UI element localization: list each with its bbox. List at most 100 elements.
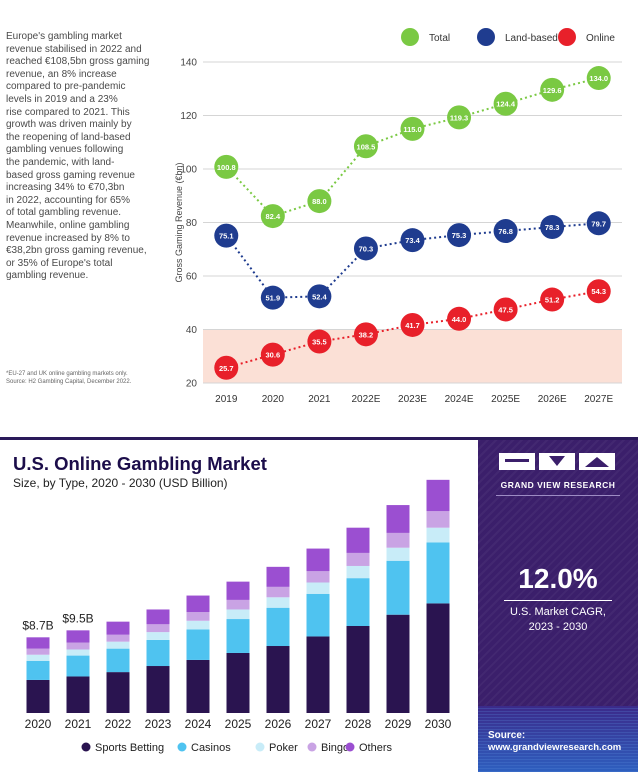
data-point xyxy=(447,306,472,331)
bar-segment xyxy=(26,660,50,680)
source-footnote: *EU-27 and UK online gambling markets on… xyxy=(6,371,132,385)
data-label: 129.6 xyxy=(543,86,562,95)
data-label: 124.4 xyxy=(496,100,516,109)
bar-segment xyxy=(426,511,450,528)
bar-segment xyxy=(146,609,170,625)
data-point xyxy=(586,211,611,236)
cagr-side-panel: GRAND VIEW RESEARCH 12.0% U.S. Market CA… xyxy=(478,440,638,772)
data-label: 52.4 xyxy=(312,292,327,301)
x-tick-label: 2026 xyxy=(265,717,292,731)
data-label: 75.1 xyxy=(219,232,234,241)
data-point xyxy=(353,236,378,261)
x-tick-label: 2029 xyxy=(385,717,412,731)
cagr-label-line-1: U.S. Market CAGR, xyxy=(510,606,606,618)
bar-segment xyxy=(186,620,210,630)
data-label: 44.0 xyxy=(452,315,467,324)
cagr-label-line-2: 2023 - 2030 xyxy=(528,621,588,633)
source-box: Source: www.grandviewresearch.com xyxy=(478,706,638,772)
bar-segment xyxy=(66,676,90,713)
bar-segment xyxy=(66,649,90,656)
x-tick-label: 2024E xyxy=(445,394,474,405)
bar-segment xyxy=(106,648,130,673)
bar-segment xyxy=(266,646,290,713)
x-tick-label: 2022 xyxy=(105,717,132,731)
legend-label: Sports Betting xyxy=(95,742,164,754)
x-tick-label: 2025E xyxy=(491,394,520,405)
data-point xyxy=(540,77,565,102)
data-point xyxy=(493,91,518,116)
value-label: $8.7B xyxy=(22,618,53,632)
bar-segment xyxy=(266,607,290,647)
x-tick-label: 2024 xyxy=(185,717,212,731)
data-label: 108.5 xyxy=(357,142,376,151)
legend-label: Casinos xyxy=(191,742,231,754)
data-label: 54.3 xyxy=(591,287,606,296)
data-label: 35.5 xyxy=(312,338,327,347)
bar-segment xyxy=(426,542,450,604)
bar-segment xyxy=(26,679,50,713)
data-label: 134.0 xyxy=(589,74,608,83)
data-label: 76.8 xyxy=(498,227,513,236)
y-tick-label: 60 xyxy=(186,272,198,283)
bar-segment xyxy=(186,595,210,613)
x-tick-label: 2020 xyxy=(262,394,285,405)
bar-segment xyxy=(426,603,450,713)
data-point xyxy=(260,204,285,229)
bar-segment xyxy=(426,527,450,543)
data-label: 51.9 xyxy=(266,294,281,303)
x-tick-label: 2023E xyxy=(398,394,427,405)
bar-segment xyxy=(306,571,330,583)
grand-view-research-logo xyxy=(499,453,615,470)
legend-marker xyxy=(307,742,317,752)
bar-segment xyxy=(186,659,210,713)
data-point xyxy=(260,342,285,367)
bar-segment xyxy=(146,624,170,633)
data-label: 88.0 xyxy=(312,197,327,206)
bar-segment xyxy=(226,652,250,713)
us-market-bar-chart: 2020 2021 2022 2023 2024 2025 2026 2027 2028 2029… xyxy=(22,479,452,754)
data-point xyxy=(540,215,565,240)
bar-segment xyxy=(106,641,130,649)
x-tick-label: 2019 xyxy=(215,394,238,405)
x-tick-label: 2023 xyxy=(145,717,172,731)
value-label: $9.5B xyxy=(62,611,93,625)
source-url[interactable]: www.grandviewresearch.com xyxy=(488,742,622,753)
x-tick-label: 2030 xyxy=(425,717,452,731)
legend-marker xyxy=(255,742,265,752)
brand-underline xyxy=(496,495,620,496)
data-label: 25.7 xyxy=(219,364,234,373)
bar-segment xyxy=(426,479,450,512)
bar-segment xyxy=(226,609,250,620)
legend-marker xyxy=(177,742,187,752)
bar-segment xyxy=(226,619,250,653)
data-point xyxy=(586,66,611,91)
cagr-value: 12.0% xyxy=(518,563,598,594)
source-label: Source: xyxy=(488,730,526,741)
bar-segment xyxy=(26,637,50,649)
y-tick-label: 40 xyxy=(186,325,198,336)
data-point xyxy=(493,219,518,244)
data-label: 38.2 xyxy=(359,330,374,339)
x-tick-label: 2027E xyxy=(584,394,613,405)
bar-segment xyxy=(386,614,410,713)
y-tick-label: 100 xyxy=(180,165,197,176)
europe-gambling-panel: Europe's gambling market revenue stabili… xyxy=(6,28,622,405)
data-label: 73.4 xyxy=(405,236,420,245)
data-label: 115.0 xyxy=(403,125,421,134)
bar-segment xyxy=(186,612,210,621)
y-axis-label: Gross Gaming Revenue (€bn) xyxy=(174,162,184,282)
data-point xyxy=(586,279,611,304)
bar-segment xyxy=(386,505,410,533)
data-label: 75.3 xyxy=(452,231,467,240)
bar-segment xyxy=(146,666,170,713)
panel-divider xyxy=(0,437,638,440)
legend-marker xyxy=(81,742,91,752)
series-line-0 xyxy=(225,77,599,218)
bar-segment xyxy=(306,636,330,713)
description-paragraph: Europe's gambling market revenue stabili… xyxy=(6,31,150,282)
chart-title: U.S. Online Gambling Market xyxy=(13,453,267,474)
bar-segment xyxy=(146,639,170,667)
data-point xyxy=(214,223,239,248)
bar-segment xyxy=(346,552,370,566)
bar-segment xyxy=(266,566,290,587)
